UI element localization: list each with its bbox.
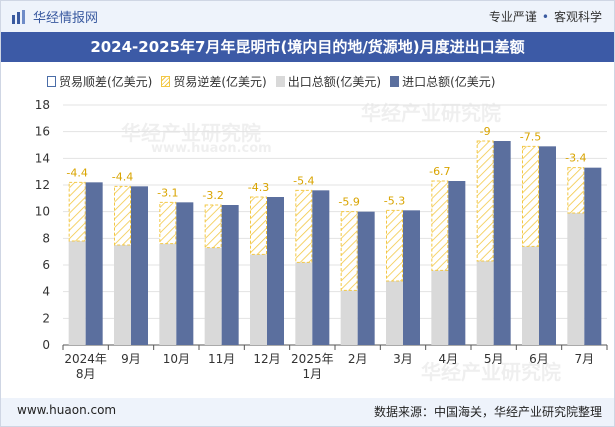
x-tick-label: 10月	[163, 352, 190, 366]
legend-export: 出口总额(亿美元)	[275, 73, 382, 90]
x-tick-label: 1月	[303, 367, 323, 381]
export-bar	[68, 241, 86, 345]
y-tick-label: 18	[35, 98, 50, 112]
deficit-data-label: -4.3	[248, 181, 269, 194]
import-bar	[357, 211, 375, 345]
export-bar	[386, 281, 403, 345]
deficit-data-label: -4.4	[112, 170, 133, 183]
legend-import-label: 进口总额(亿美元)	[402, 75, 496, 89]
y-tick-label: 2	[42, 311, 50, 325]
deficit-bar	[159, 201, 177, 245]
separator-dot: •	[541, 10, 549, 24]
x-tick-label: 5月	[484, 352, 504, 366]
deficit-data-label: -3.2	[202, 189, 223, 202]
x-tick-label: 2025年	[291, 352, 334, 366]
export-bar	[159, 243, 177, 345]
footer-website: www.huaon.com	[17, 403, 117, 417]
import-bar	[448, 181, 466, 345]
import-bar	[221, 205, 239, 345]
deficit-bar	[431, 180, 449, 271]
deficit-bar	[567, 167, 585, 214]
deficit-bar	[522, 145, 539, 247]
x-tick-label: 9月	[121, 352, 141, 366]
export-bar	[114, 245, 131, 345]
top-bar: 华经情报网 专业严谨 • 客观科学	[1, 1, 614, 32]
legend-import-swatch	[390, 76, 400, 87]
export-bar	[340, 290, 358, 345]
y-tick-label: 14	[35, 151, 50, 165]
y-tick-label: 0	[42, 338, 50, 352]
deficit-data-label: -6.7	[429, 165, 450, 178]
y-tick-label: 4	[42, 285, 50, 299]
y-tick-label: 12	[35, 178, 50, 192]
import-bar	[131, 186, 148, 345]
deficit-bar	[114, 185, 131, 246]
x-tick-label: 4月	[439, 352, 459, 366]
tagline-objective: 客观科学	[553, 10, 602, 24]
x-tick-label: 11月	[208, 352, 235, 366]
brand-name: 华经情报网	[33, 11, 99, 26]
x-tick-label: 7月	[575, 352, 595, 366]
footer-bar: www.huaon.com 数据来源：中国海关，华经产业研究院整理	[1, 398, 614, 426]
deficit-bar	[476, 140, 494, 262]
y-tick-label: 10	[35, 205, 50, 219]
chart-title: 2024-2025年7月年昆明市(境内目的地/货源地)月度进出口差额	[1, 32, 614, 62]
x-tick-label: 6月	[529, 352, 549, 366]
deficit-data-label: -3.1	[157, 186, 178, 199]
export-bar	[476, 261, 494, 345]
x-tick-label: 2024年	[64, 352, 107, 366]
import-bar	[493, 141, 511, 345]
deficit-data-label: -5.3	[384, 194, 405, 207]
import-bar	[176, 202, 194, 345]
export-bar	[295, 262, 313, 345]
x-tick-label: 8月	[76, 367, 96, 381]
legend-export-swatch	[275, 76, 285, 87]
x-tick-label: 3月	[393, 352, 413, 366]
deficit-bar	[340, 211, 358, 291]
y-tick-label: 8	[42, 231, 50, 245]
export-bar	[522, 246, 539, 345]
import-bar	[85, 182, 103, 345]
deficit-data-label: -4.4	[66, 166, 87, 179]
import-bar	[584, 167, 602, 345]
legend-surplus-swatch	[47, 76, 56, 87]
footer-source: 数据来源：中国海关，华经产业研究院整理	[373, 405, 602, 419]
import-bar	[403, 210, 420, 345]
export-bar	[250, 254, 267, 345]
huajing-logo-icon	[12, 10, 25, 24]
deficit-data-label: -5.9	[338, 196, 359, 209]
y-tick-label: 6	[42, 258, 50, 272]
y-tick-label: 16	[35, 125, 50, 139]
legend-export-label: 出口总额(亿美元)	[287, 75, 382, 89]
deficit-bar	[68, 181, 86, 242]
tagline: 专业严谨 • 客观科学	[489, 8, 602, 25]
deficit-bar	[250, 196, 267, 255]
export-bar	[431, 270, 449, 345]
deficit-bar	[386, 209, 403, 282]
tagline-professional: 专业严谨	[488, 10, 537, 24]
export-bar	[204, 247, 222, 345]
export-bar	[567, 213, 585, 345]
legend-deficit-label: 贸易逆差(亿美元)	[173, 75, 267, 89]
legend-import: 进口总额(亿美元)	[390, 73, 496, 90]
legend-deficit: 贸易逆差(亿美元)	[161, 73, 267, 90]
deficit-bar	[204, 204, 222, 249]
import-bar	[539, 146, 556, 345]
legend-surplus-label: 贸易顺差(亿美元)	[59, 75, 153, 89]
chart-legend: 贸易顺差(亿美元) 贸易逆差(亿美元) 出口总额(亿美元) 进口总额(亿美元)	[47, 73, 505, 90]
deficit-data-label: -3.4	[565, 152, 586, 165]
deficit-data-label: -9	[480, 125, 491, 138]
import-bar	[267, 197, 284, 345]
deficit-data-label: -5.4	[293, 174, 314, 187]
x-tick-label: 12月	[253, 352, 280, 366]
legend-surplus: 贸易顺差(亿美元)	[47, 73, 152, 90]
legend-deficit-swatch	[161, 76, 171, 87]
deficit-data-label: -7.5	[520, 130, 541, 143]
import-bar	[312, 190, 330, 345]
x-tick-label: 2月	[348, 352, 368, 366]
deficit-bar	[295, 189, 313, 263]
